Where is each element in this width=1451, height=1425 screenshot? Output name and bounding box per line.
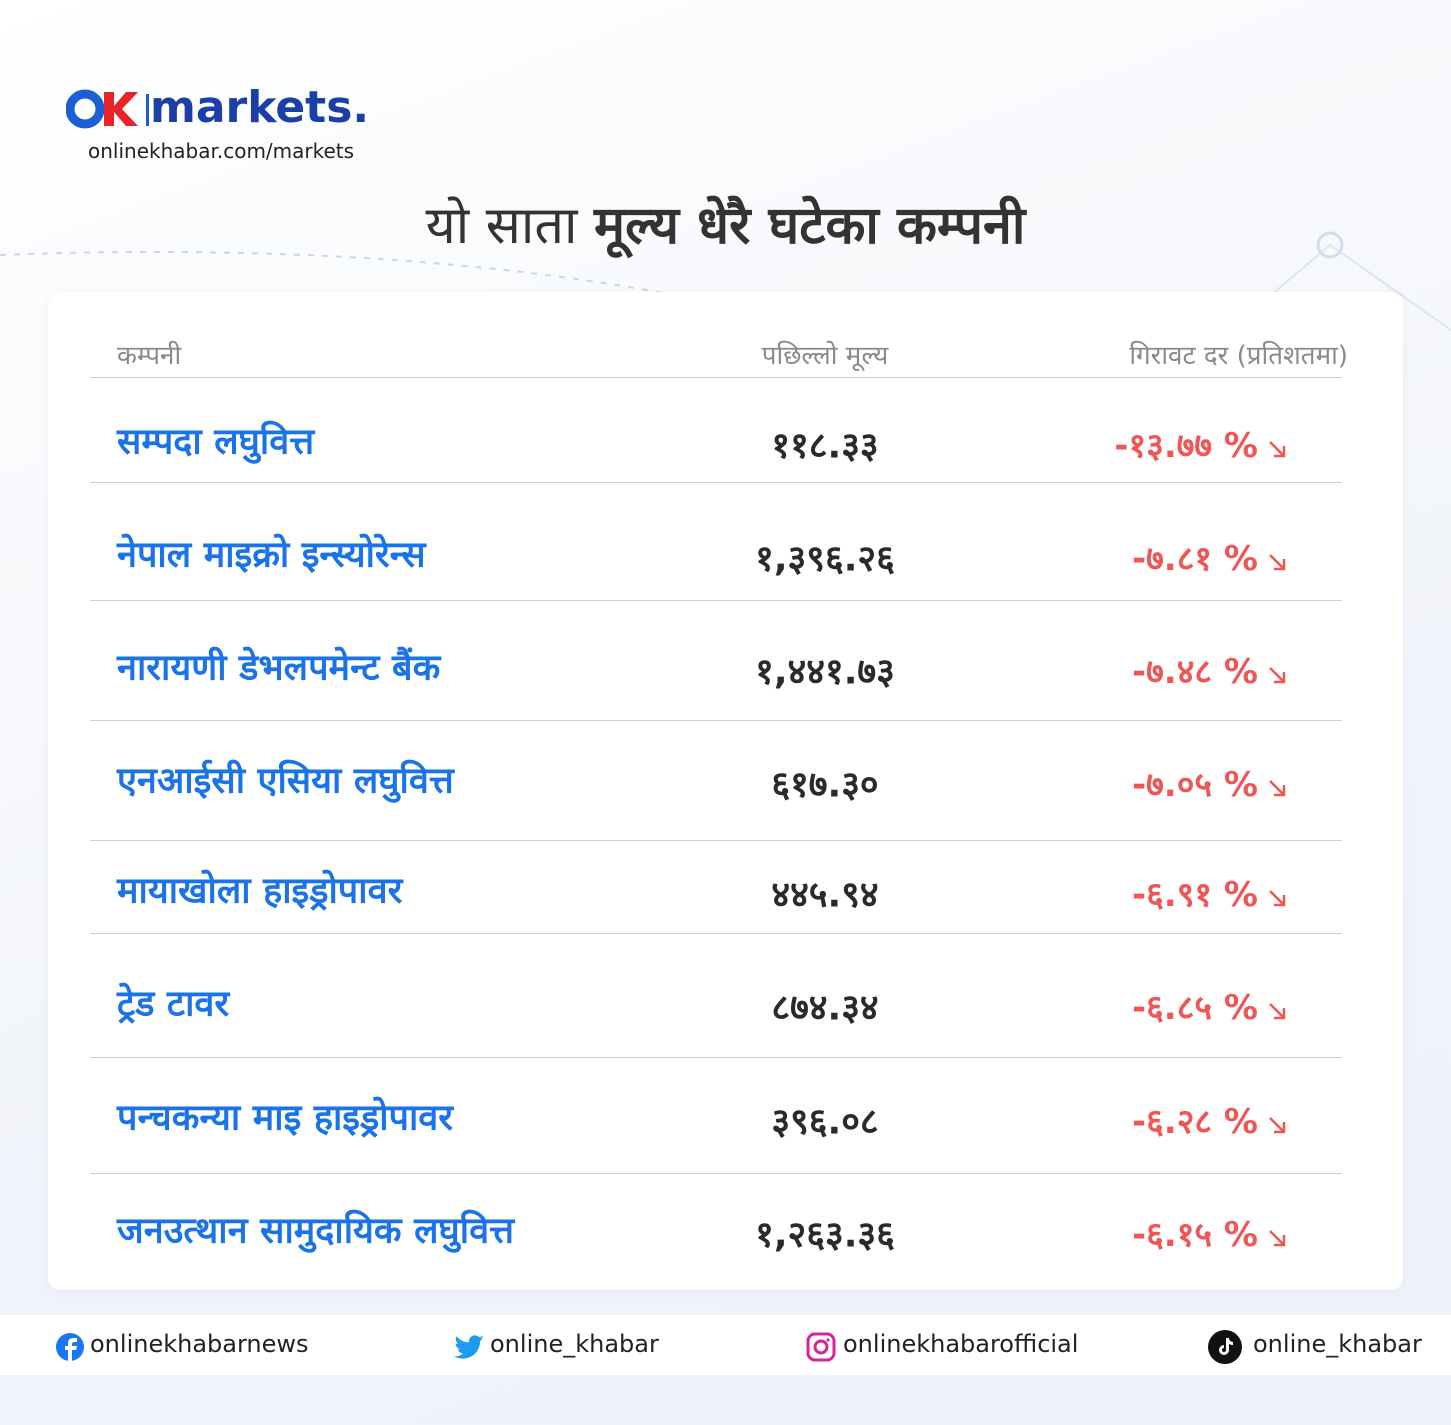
- column-header: गिरावट दर (प्रतिशतमा): [1129, 341, 1348, 371]
- decline-rate: -७.४८ %: [1132, 652, 1258, 692]
- column-header: कम्पनी: [117, 341, 182, 371]
- company-name: सम्पदा लघुवित्त: [117, 421, 315, 463]
- company-name: मायाखोला हाइड्रोपावर: [117, 870, 403, 912]
- down-arrow: [1269, 667, 1286, 684]
- tiktok-icon: [1208, 1330, 1242, 1364]
- down-arrow: [1269, 780, 1286, 797]
- company-name: एनआईसी एसिया लघुवित्त: [117, 760, 454, 802]
- last-price: ६१७.३०: [771, 764, 879, 806]
- logo-wordmark: markets.: [150, 82, 370, 133]
- decline-rate: -६.९१ %: [1132, 875, 1258, 915]
- table-card: [48, 292, 1403, 1290]
- header-rule: [90, 377, 1342, 378]
- decline-rate: -७.०५ %: [1132, 765, 1258, 805]
- company-name: नारायणी डेभलपमेन्ट बैंक: [117, 647, 441, 689]
- social-handle: online_khabar: [490, 1330, 659, 1358]
- row-rule: [90, 840, 1342, 841]
- row-rule: [90, 482, 1342, 483]
- row-rule: [90, 1173, 1342, 1174]
- decline-rate: -६.१५ %: [1132, 1215, 1258, 1255]
- last-price: ११८.३३: [771, 425, 879, 467]
- social-handle: online_khabar: [1253, 1330, 1422, 1358]
- title-bold: मूल्य धेरै घटेका कम्पनी: [594, 196, 1026, 256]
- last-price: ३९६.०८: [771, 1101, 879, 1143]
- company-name: नेपाल माइक्रो इन्स्योरेन्स: [117, 534, 426, 576]
- title-light: यो साता: [425, 196, 578, 256]
- row-rule: [90, 933, 1342, 934]
- decline-rate: -१३.७७ %: [1114, 426, 1258, 466]
- down-arrow: [1269, 1230, 1286, 1247]
- down-arrow: [1269, 1003, 1286, 1020]
- decline-rate: -७.८१ %: [1132, 539, 1258, 579]
- logo-url: onlinekhabar.com/markets: [88, 139, 355, 163]
- last-price: १,४४१.७३: [755, 651, 895, 693]
- last-price: १,२६३.३६: [755, 1214, 895, 1256]
- social-handle: onlinekhabarnews: [90, 1330, 309, 1358]
- last-price: ४४५.९४: [771, 874, 879, 916]
- twitter-icon: [454, 1335, 484, 1359]
- down-arrow: [1269, 554, 1286, 571]
- last-price: ८७४.३४: [771, 987, 879, 1029]
- row-rule: [90, 720, 1342, 721]
- row-rule: [90, 600, 1342, 601]
- column-header: पछिल्लो मूल्य: [761, 341, 889, 371]
- last-price: १,३९६.२६: [755, 538, 895, 580]
- title: यो साता मूल्य धेरै घटेका कम्पनी: [0, 188, 1451, 259]
- facebook-icon: [56, 1333, 84, 1361]
- company-name: जनउत्थान सामुदायिक लघुवित्त: [117, 1210, 515, 1252]
- down-arrow: [1269, 441, 1286, 458]
- down-arrow: [1269, 890, 1286, 907]
- row-rule: [90, 1057, 1342, 1058]
- company-name: ट्रेड टावर: [117, 983, 230, 1025]
- company-name: पन्चकन्या माइ हाइड्रोपावर: [117, 1097, 454, 1139]
- decline-rate: -६.८५ %: [1132, 988, 1258, 1028]
- social-handle: onlinekhabarofficial: [843, 1330, 1079, 1358]
- down-arrow: [1269, 1117, 1286, 1134]
- decline-rate: -६.२८ %: [1132, 1102, 1258, 1142]
- logo-mark: [66, 89, 149, 129]
- instagram-icon: [806, 1332, 836, 1362]
